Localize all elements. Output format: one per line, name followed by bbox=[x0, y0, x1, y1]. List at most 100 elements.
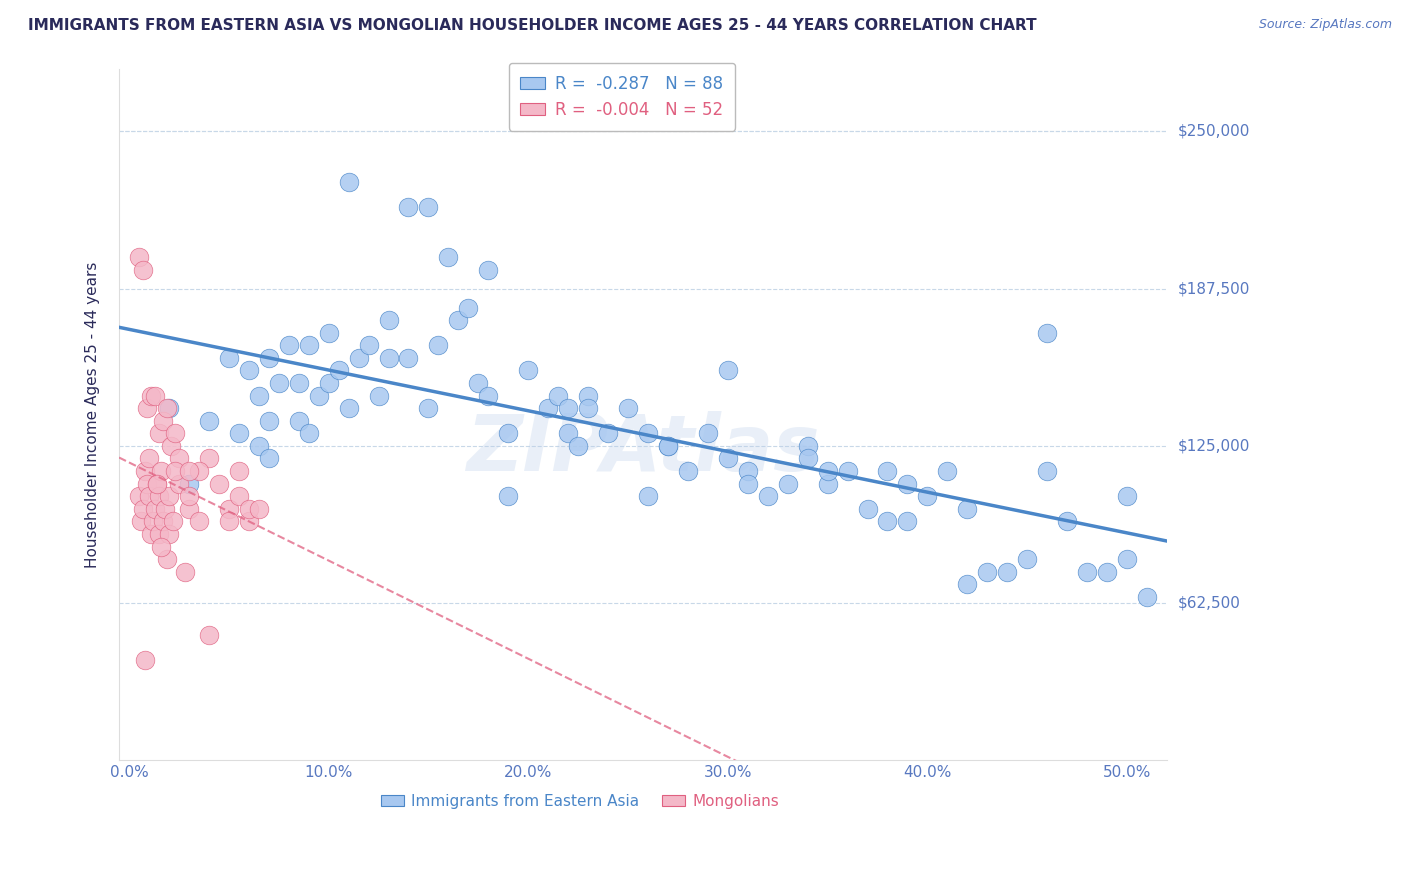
Point bbox=[134, 464, 156, 478]
Point bbox=[167, 476, 190, 491]
Point bbox=[328, 363, 350, 377]
Point bbox=[367, 388, 389, 402]
Point bbox=[1017, 552, 1039, 566]
Point bbox=[995, 565, 1018, 579]
Point bbox=[139, 527, 162, 541]
Point bbox=[157, 527, 180, 541]
Point bbox=[267, 376, 290, 390]
Point bbox=[160, 439, 183, 453]
Point bbox=[218, 515, 240, 529]
Point bbox=[896, 515, 918, 529]
Point bbox=[657, 439, 679, 453]
Point bbox=[187, 515, 209, 529]
Point bbox=[128, 489, 150, 503]
Point bbox=[238, 363, 260, 377]
Point bbox=[139, 388, 162, 402]
Point bbox=[177, 476, 200, 491]
Point bbox=[1076, 565, 1098, 579]
Point bbox=[676, 464, 699, 478]
Point bbox=[496, 489, 519, 503]
Point bbox=[398, 200, 420, 214]
Point bbox=[198, 451, 221, 466]
Point bbox=[537, 401, 560, 416]
Point bbox=[167, 451, 190, 466]
Point bbox=[138, 451, 160, 466]
Point bbox=[776, 476, 799, 491]
Point bbox=[148, 489, 170, 503]
Point bbox=[737, 464, 759, 478]
Point bbox=[936, 464, 959, 478]
Point bbox=[1116, 552, 1139, 566]
Point bbox=[208, 476, 231, 491]
Point bbox=[1036, 464, 1059, 478]
Point bbox=[148, 527, 170, 541]
Point bbox=[177, 464, 200, 478]
Legend: Immigrants from Eastern Asia, Mongolians: Immigrants from Eastern Asia, Mongolians bbox=[374, 788, 786, 815]
Point bbox=[737, 476, 759, 491]
Point bbox=[187, 464, 209, 478]
Point bbox=[437, 250, 460, 264]
Point bbox=[257, 414, 280, 428]
Text: IMMIGRANTS FROM EASTERN ASIA VS MONGOLIAN HOUSEHOLDER INCOME AGES 25 - 44 YEARS : IMMIGRANTS FROM EASTERN ASIA VS MONGOLIA… bbox=[28, 18, 1036, 33]
Point bbox=[576, 388, 599, 402]
Point bbox=[298, 338, 321, 352]
Text: Source: ZipAtlas.com: Source: ZipAtlas.com bbox=[1258, 18, 1392, 31]
Point bbox=[837, 464, 859, 478]
Point bbox=[337, 401, 360, 416]
Point bbox=[177, 501, 200, 516]
Point bbox=[149, 540, 172, 554]
Point bbox=[657, 439, 679, 453]
Point bbox=[143, 388, 166, 402]
Point bbox=[477, 388, 499, 402]
Point bbox=[157, 401, 180, 416]
Point bbox=[156, 552, 179, 566]
Point bbox=[1036, 326, 1059, 340]
Point bbox=[1095, 565, 1118, 579]
Point bbox=[146, 476, 169, 491]
Point bbox=[136, 401, 159, 416]
Y-axis label: Householder Income Ages 25 - 44 years: Householder Income Ages 25 - 44 years bbox=[86, 261, 100, 567]
Point bbox=[467, 376, 489, 390]
Point bbox=[457, 301, 479, 315]
Point bbox=[238, 501, 260, 516]
Point bbox=[156, 401, 179, 416]
Point bbox=[136, 476, 159, 491]
Point bbox=[134, 653, 156, 667]
Point bbox=[418, 401, 440, 416]
Point bbox=[287, 376, 309, 390]
Point bbox=[917, 489, 939, 503]
Point bbox=[143, 501, 166, 516]
Point bbox=[257, 451, 280, 466]
Point bbox=[152, 414, 174, 428]
Point bbox=[796, 451, 818, 466]
Point bbox=[318, 376, 340, 390]
Point bbox=[247, 439, 270, 453]
Point bbox=[308, 388, 330, 402]
Point bbox=[637, 489, 659, 503]
Point bbox=[228, 464, 250, 478]
Point bbox=[956, 501, 979, 516]
Point bbox=[337, 175, 360, 189]
Point bbox=[976, 565, 998, 579]
Point bbox=[238, 515, 260, 529]
Point bbox=[576, 401, 599, 416]
Point bbox=[298, 426, 321, 441]
Point bbox=[817, 476, 839, 491]
Point bbox=[696, 426, 718, 441]
Point bbox=[132, 501, 155, 516]
Point bbox=[956, 577, 979, 591]
Point bbox=[557, 426, 579, 441]
Point bbox=[447, 313, 470, 327]
Point bbox=[218, 351, 240, 365]
Point bbox=[257, 351, 280, 365]
Point bbox=[163, 426, 186, 441]
Point bbox=[756, 489, 779, 503]
Point bbox=[1116, 489, 1139, 503]
Point bbox=[277, 338, 299, 352]
Point bbox=[496, 426, 519, 441]
Point bbox=[876, 515, 898, 529]
Point bbox=[129, 515, 152, 529]
Point bbox=[717, 451, 740, 466]
Point bbox=[218, 501, 240, 516]
Text: ZIPAtlas: ZIPAtlas bbox=[467, 411, 820, 487]
